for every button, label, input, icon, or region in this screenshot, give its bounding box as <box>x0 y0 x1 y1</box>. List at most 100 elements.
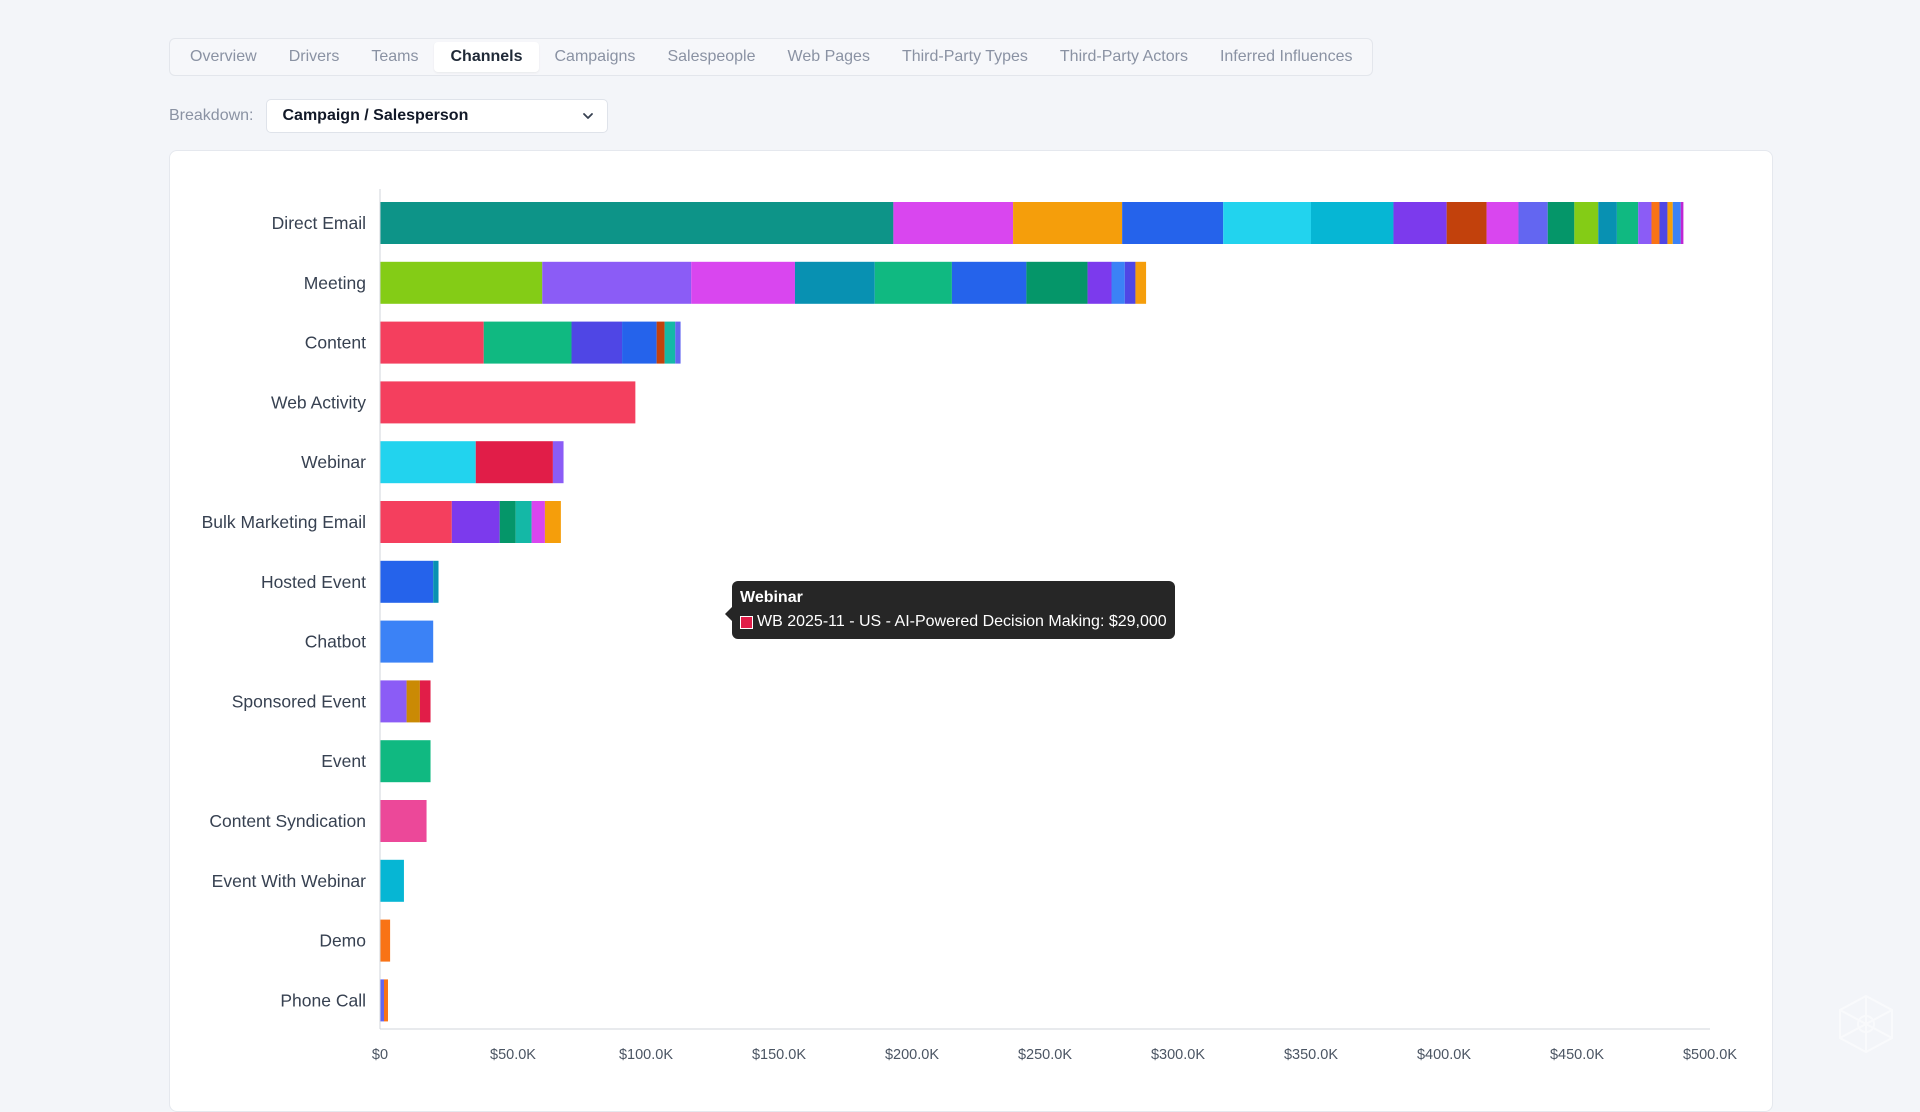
bar-segment-content-6[interactable] <box>675 321 681 364</box>
tab-teams[interactable]: Teams <box>371 48 419 65</box>
category-label-web-activity: Web Activity <box>271 392 366 412</box>
bar-segment-direct-email-10[interactable] <box>1547 202 1575 244</box>
chart-tooltip: Webinar WB 2025-11 - US - AI-Powered Dec… <box>725 581 1175 639</box>
breakdown-control: Breakdown: Campaign / Salesperson <box>169 99 608 133</box>
bar-segment-phone-call-1[interactable] <box>383 979 388 1022</box>
bar-segment-bulk-marketing-email-3[interactable] <box>515 501 532 543</box>
bar-segment-direct-email-7[interactable] <box>1446 202 1487 244</box>
x-tick-label: $250.0K <box>1018 1047 1072 1063</box>
bar-segment-event-0[interactable] <box>380 740 431 783</box>
tooltip-swatch <box>740 615 753 629</box>
bar-segment-bulk-marketing-email-5[interactable] <box>544 501 561 543</box>
bar-segment-direct-email-4[interactable] <box>1223 202 1311 244</box>
bar-segment-direct-email-12[interactable] <box>1598 202 1617 244</box>
bar-segment-direct-email-16[interactable] <box>1659 202 1668 244</box>
x-tick-label: $0 <box>372 1047 388 1063</box>
network-logo-icon <box>1839 994 1893 1054</box>
bar-segment-direct-email-0[interactable] <box>380 202 894 244</box>
category-label-sponsored-event: Sponsored Event <box>232 691 366 711</box>
chevron-down-icon <box>582 113 593 119</box>
tab-campaigns[interactable]: Campaigns <box>554 48 636 65</box>
bar-segment-direct-email-1[interactable] <box>893 202 1014 244</box>
bar-segment-meeting-7[interactable] <box>1087 261 1112 304</box>
bar-segment-direct-email-18[interactable] <box>1672 202 1681 244</box>
chart-card: Direct Email Meeting Content Web Activity We… <box>169 150 1773 1112</box>
bar-segment-webinar-1[interactable] <box>475 441 553 484</box>
x-tick-label: $200.0K <box>885 1047 939 1063</box>
bar-segment-chatbot-0[interactable] <box>380 620 434 663</box>
x-tick-label: $150.0K <box>752 1047 806 1063</box>
bar-segment-direct-email-11[interactable] <box>1574 202 1599 244</box>
bar-segment-direct-email-15[interactable] <box>1651 202 1660 244</box>
bar-segment-meeting-2[interactable] <box>691 261 795 304</box>
bar-segment-meeting-5[interactable] <box>951 261 1027 304</box>
bar-segment-meeting-3[interactable] <box>794 261 875 304</box>
bar-segment-hosted-event-1[interactable] <box>433 560 439 603</box>
category-label-bulk-marketing-email: Bulk Marketing Email <box>202 512 366 532</box>
bar-segment-meeting-10[interactable] <box>1135 261 1147 304</box>
bar-segment-direct-email-3[interactable] <box>1122 202 1224 244</box>
bar-segment-content-syndication-0[interactable] <box>380 800 427 842</box>
bar-segment-meeting-1[interactable] <box>542 261 692 304</box>
tab-overview[interactable]: Overview <box>190 48 257 65</box>
bar-segment-direct-email-8[interactable] <box>1486 202 1519 244</box>
channel-bar-chart: Direct Email Meeting Content Web Activity We… <box>202 189 1737 1063</box>
category-label-meeting: Meeting <box>304 273 366 293</box>
tab-drivers[interactable]: Drivers <box>288 48 340 65</box>
category-label-content-syndication: Content Syndication <box>209 811 366 831</box>
bar-segment-webinar-0[interactable] <box>380 441 476 484</box>
bar-segment-sponsored-event-0[interactable] <box>380 680 407 723</box>
bar-segment-demo-0[interactable] <box>380 919 391 962</box>
bar-segment-content-5[interactable] <box>664 321 676 364</box>
bar-segment-web-activity-0[interactable] <box>380 381 636 424</box>
bar-segment-content-3[interactable] <box>622 321 657 364</box>
bar-segment-direct-email-19[interactable] <box>1680 202 1684 244</box>
x-tick-label: $450.0K <box>1550 1047 1604 1063</box>
bar-segment-bulk-marketing-email-4[interactable] <box>531 501 545 543</box>
tab-salespeople[interactable]: Salespeople <box>667 48 756 65</box>
bar-segment-direct-email-2[interactable] <box>1013 202 1123 244</box>
tab-web-pages[interactable]: Web Pages <box>787 48 870 65</box>
category-label-phone-call: Phone Call <box>280 990 366 1010</box>
x-tick-label: $500.0K <box>1683 1047 1737 1063</box>
tab-inferred-influences[interactable]: Inferred Influences <box>1219 48 1353 65</box>
bar-segment-bulk-marketing-email-1[interactable] <box>451 501 500 543</box>
bar-segment-content-1[interactable] <box>483 321 572 364</box>
category-label-hosted-event: Hosted Event <box>261 572 366 592</box>
bar-segment-sponsored-event-2[interactable] <box>419 680 431 723</box>
bar-segment-meeting-6[interactable] <box>1026 261 1088 304</box>
category-label-event-with-webinar: Event With Webinar <box>212 871 366 891</box>
tab-third-party-types[interactable]: Third-Party Types <box>901 48 1028 65</box>
bar-segment-bulk-marketing-email-0[interactable] <box>380 501 452 543</box>
view-tabs: Overview Drivers Teams Channels Campaigns Sal… <box>169 38 1374 76</box>
bar-segment-meeting-8[interactable] <box>1111 261 1125 304</box>
x-tick-label: $400.0K <box>1417 1047 1471 1063</box>
bar-segment-content-4[interactable] <box>656 321 665 364</box>
bar-segment-content-2[interactable] <box>571 321 623 364</box>
tooltip-row: WB 2025-11 - US - AI-Powered Decision Ma… <box>740 613 1167 631</box>
bar-segment-direct-email-14[interactable] <box>1638 202 1652 244</box>
tab-channels[interactable]: Channels <box>434 42 539 72</box>
tooltip-title: Webinar <box>740 589 803 606</box>
bar-segment-hosted-event-0[interactable] <box>380 560 434 603</box>
bar-segment-direct-email-5[interactable] <box>1311 202 1394 244</box>
bar-segment-direct-email-9[interactable] <box>1518 202 1548 244</box>
x-tick-label: $50.0K <box>490 1047 536 1063</box>
tooltip-text: WB 2025-11 - US - AI-Powered Decision Ma… <box>757 613 1167 630</box>
bar-segment-content-0[interactable] <box>380 321 484 364</box>
bar-segment-sponsored-event-1[interactable] <box>406 680 420 723</box>
bar-segment-webinar-2[interactable] <box>552 441 564 484</box>
bar-segment-bulk-marketing-email-2[interactable] <box>499 501 516 543</box>
bar-segment-phone-call-0[interactable] <box>380 979 384 1022</box>
bar-segment-meeting-4[interactable] <box>874 261 952 304</box>
bar-segment-meeting-9[interactable] <box>1124 261 1136 304</box>
category-label-demo: Demo <box>319 931 366 951</box>
x-tick-label: $300.0K <box>1151 1047 1205 1063</box>
breakdown-select[interactable]: Campaign / Salesperson <box>265 99 608 133</box>
bar-segment-direct-email-6[interactable] <box>1393 202 1447 244</box>
bar-segment-event-with-webinar-0[interactable] <box>380 859 404 902</box>
tab-third-party-actors[interactable]: Third-Party Actors <box>1059 48 1188 65</box>
bar-segment-direct-email-13[interactable] <box>1616 202 1639 244</box>
bar-segment-meeting-0[interactable] <box>380 261 543 304</box>
bar-segment-direct-email-17[interactable] <box>1667 202 1673 244</box>
